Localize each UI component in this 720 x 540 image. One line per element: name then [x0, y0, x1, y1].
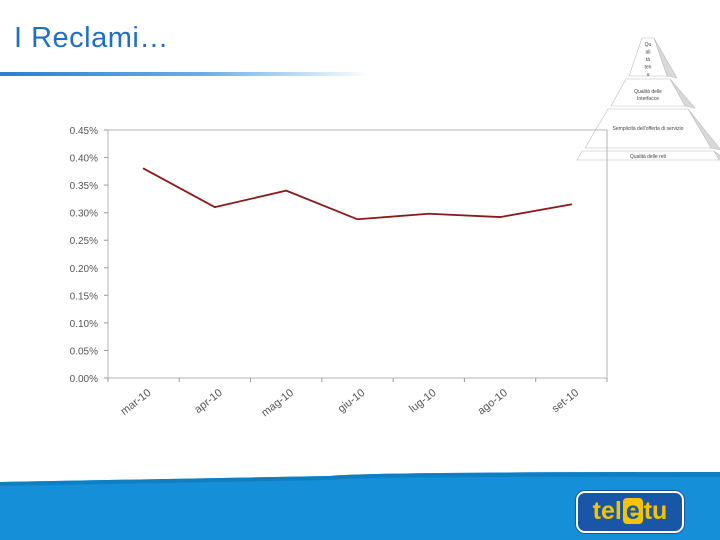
y-tick-label: 0.20%: [70, 264, 98, 275]
pyramid-label-interfaces: Interfacce: [637, 96, 659, 102]
pyramid-level: [610, 78, 686, 107]
pyramid-label-apex: ten: [645, 65, 652, 71]
x-tick-label: mag-10: [259, 387, 296, 419]
y-tick-label: 0.05%: [70, 346, 98, 357]
data-point: [570, 203, 573, 206]
pyramid-label-apex: ali: [645, 50, 650, 56]
x-tick-label: giu-10: [336, 387, 367, 415]
x-tick-label: set-10: [550, 387, 581, 415]
teletu-logo: tel e tu: [576, 491, 684, 533]
plot-area-frame: [107, 129, 608, 379]
data-point: [356, 218, 359, 221]
data-point: [427, 212, 430, 215]
pyramid-label-apex: tà: [646, 57, 650, 63]
pyramid-label-offer: Semplicità dell'offerta di servizio: [613, 126, 684, 132]
pyramid-label-apex: Qu: [645, 42, 652, 48]
title-underline: [0, 72, 370, 76]
x-tick-label: apr-10: [192, 387, 224, 416]
complaints-line-chart: 0.00% 0.05% 0.10% 0.15% 0.20% 0.25% 0.30% 0.35%…: [70, 126, 608, 419]
x-tick-label: lug-10: [407, 387, 438, 415]
x-tick-label: ago-10: [476, 387, 510, 418]
pyramid-level: [628, 37, 668, 77]
y-tick-label: 0.00%: [70, 374, 98, 385]
data-point: [285, 189, 288, 192]
data-point: [499, 216, 501, 218]
y-tick-label: 0.45%: [70, 126, 98, 137]
pyramid-label-networks: Qualità delle reti: [630, 154, 666, 160]
pyramid-level: [584, 108, 712, 149]
y-tick-label: 0.35%: [70, 181, 98, 192]
y-tick-label: 0.25%: [70, 236, 98, 247]
series-line: [143, 167, 572, 221]
pyramid-label-apex: u: [647, 72, 650, 78]
data-point: [142, 167, 145, 170]
y-tick-label: 0.40%: [70, 154, 98, 165]
x-tick-label: mar-10: [119, 387, 154, 418]
pyramid-level: [576, 150, 720, 161]
y-tick-label: 0.30%: [70, 209, 98, 220]
data-point: [214, 206, 216, 209]
pyramid-label-interfaces: Qualità delle: [634, 89, 662, 95]
y-tick-label: 0.10%: [70, 319, 98, 330]
y-tick-label: 0.15%: [70, 291, 98, 302]
footer-band: [0, 472, 720, 540]
slide-title: I Reclami…: [14, 22, 169, 54]
